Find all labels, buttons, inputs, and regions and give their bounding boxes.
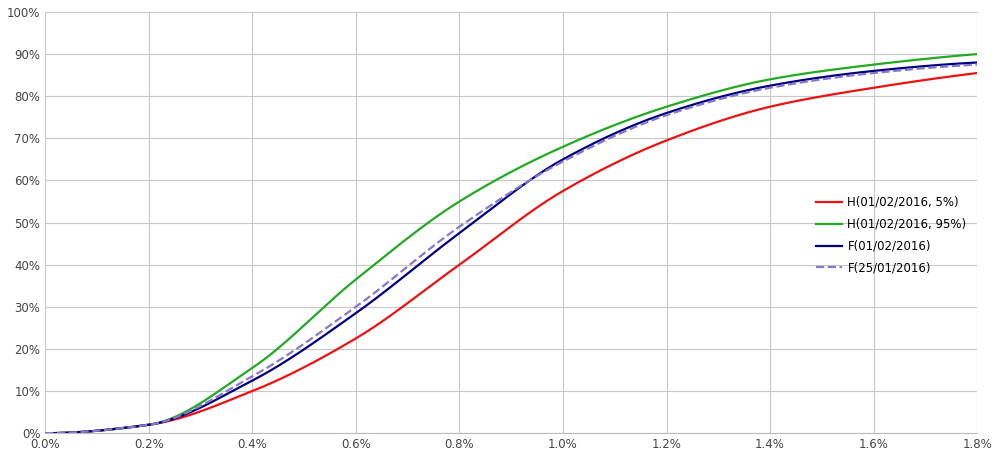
H(01/02/2016, 5%) — [773, 102, 785, 108]
F(01/02/2016) — [493, 201, 504, 206]
H(01/02/2016, 5%) — [971, 70, 983, 76]
H(01/02/2016, 95%) — [971, 51, 983, 57]
F(01/02/2016) — [39, 431, 51, 436]
H(01/02/2016, 5%) — [944, 74, 956, 79]
F(01/02/2016) — [87, 428, 99, 434]
H(01/02/2016, 5%) — [39, 431, 51, 436]
H(01/02/2016, 5%) — [468, 251, 480, 257]
F(01/02/2016) — [944, 61, 956, 67]
Line: H(01/02/2016, 5%): H(01/02/2016, 5%) — [45, 73, 977, 433]
H(01/02/2016, 5%) — [944, 74, 956, 79]
H(01/02/2016, 5%) — [493, 233, 504, 239]
F(25/01/2016) — [468, 214, 480, 220]
Line: F(01/02/2016): F(01/02/2016) — [45, 62, 977, 433]
H(01/02/2016, 95%) — [944, 54, 956, 59]
F(25/01/2016) — [87, 428, 99, 434]
F(01/02/2016) — [971, 60, 983, 65]
F(01/02/2016) — [773, 81, 785, 87]
F(01/02/2016) — [944, 61, 956, 67]
F(25/01/2016) — [39, 431, 51, 436]
H(01/02/2016, 95%) — [87, 428, 99, 434]
F(25/01/2016) — [944, 64, 956, 69]
H(01/02/2016, 95%) — [468, 190, 480, 196]
H(01/02/2016, 95%) — [773, 75, 785, 81]
H(01/02/2016, 95%) — [39, 431, 51, 436]
F(25/01/2016) — [944, 64, 956, 69]
H(01/02/2016, 95%) — [493, 176, 504, 181]
F(25/01/2016) — [773, 83, 785, 89]
H(01/02/2016, 95%) — [944, 54, 956, 59]
Legend: H(01/02/2016, 5%), H(01/02/2016, 95%), F(01/02/2016), F(25/01/2016): H(01/02/2016, 5%), H(01/02/2016, 95%), F… — [811, 191, 971, 279]
H(01/02/2016, 5%) — [87, 428, 99, 434]
F(01/02/2016) — [468, 220, 480, 225]
Line: H(01/02/2016, 95%): H(01/02/2016, 95%) — [45, 54, 977, 433]
F(25/01/2016) — [493, 197, 504, 203]
Line: F(25/01/2016): F(25/01/2016) — [45, 65, 977, 433]
F(25/01/2016) — [971, 62, 983, 67]
